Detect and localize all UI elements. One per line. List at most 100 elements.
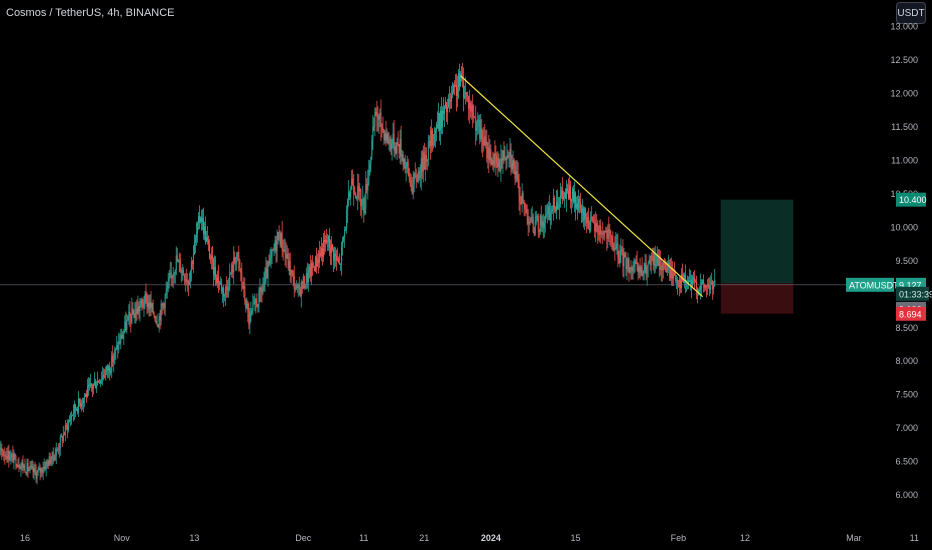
candle-body <box>700 284 702 290</box>
candle-body <box>583 207 585 221</box>
candle-body <box>358 185 360 192</box>
candle-body <box>191 261 193 265</box>
candle-body <box>139 306 141 312</box>
candle-body <box>678 278 680 287</box>
candle-body <box>626 266 628 270</box>
candle-body <box>104 376 106 378</box>
candle-body <box>616 243 618 245</box>
candle-body <box>369 163 371 170</box>
time-tick-label: 12 <box>740 533 750 543</box>
candle-body <box>546 213 548 215</box>
candle-body <box>164 294 166 308</box>
candle-body <box>630 267 632 269</box>
candle-body <box>451 94 453 102</box>
candle-body <box>6 455 8 460</box>
candle-body <box>551 208 553 212</box>
candle-body <box>473 116 475 118</box>
candle-body <box>488 147 490 161</box>
price-tick-label: 7.000 <box>895 423 918 433</box>
candle-body <box>245 300 247 309</box>
candle-body <box>573 189 575 203</box>
candle-body <box>399 139 401 154</box>
candle-body <box>36 472 38 479</box>
candle-body <box>612 243 614 251</box>
candle-body <box>514 165 516 179</box>
candle-body <box>707 284 709 287</box>
candle-body <box>238 252 240 260</box>
candle-body <box>277 232 279 240</box>
price-tick-label: 10.000 <box>890 222 918 232</box>
candle-body <box>30 466 32 468</box>
candle-body <box>463 80 465 98</box>
candle-body <box>132 308 134 315</box>
candle-body <box>354 193 356 195</box>
candle-body <box>423 152 425 170</box>
candle-body <box>56 449 58 451</box>
candle-body <box>2 451 4 456</box>
time-axis[interactable]: 16Nov13Dec1121202415Feb12Mar1121Apr <box>20 533 932 543</box>
candle-body <box>334 253 336 261</box>
drawings[interactable] <box>0 75 846 298</box>
candle-body <box>435 124 437 131</box>
candle-body <box>511 162 513 170</box>
candle-body <box>605 230 607 233</box>
candle-body <box>466 92 468 95</box>
candle-body <box>362 198 364 200</box>
candle-body <box>503 150 505 160</box>
candle-body <box>606 230 608 239</box>
candle-body <box>341 246 343 264</box>
candle-body <box>142 302 144 307</box>
candle-body <box>14 453 16 457</box>
candle-body <box>308 266 310 272</box>
candle-body <box>125 321 127 330</box>
candle-body <box>468 96 470 109</box>
candle-body <box>258 290 260 306</box>
candle-body <box>611 236 613 244</box>
candle-body <box>703 280 705 284</box>
candle-body <box>73 404 75 413</box>
candle-body <box>153 313 155 317</box>
candle-body <box>487 147 489 159</box>
candle-body <box>673 272 675 276</box>
candle-body <box>88 384 90 387</box>
candle-body <box>106 365 108 371</box>
candle-body <box>280 233 282 245</box>
candle-body <box>0 447 2 450</box>
candle-body <box>559 195 561 205</box>
candle-body <box>643 271 645 274</box>
candle-body <box>212 255 214 259</box>
candle-body <box>159 316 161 321</box>
candle-body <box>270 255 272 258</box>
candle-body <box>48 456 50 466</box>
candle-body <box>360 188 362 207</box>
candle-body <box>383 129 385 141</box>
candle-body <box>93 384 95 389</box>
candle-body <box>264 273 266 283</box>
candle-body <box>207 237 209 241</box>
candle-body <box>405 165 407 169</box>
candle-body <box>18 464 20 468</box>
candle-body <box>333 249 335 261</box>
candle-body <box>103 375 105 377</box>
candle-body <box>172 274 174 278</box>
candle-body <box>160 303 162 321</box>
candle-body <box>316 259 318 266</box>
candle-body <box>22 462 24 469</box>
candle-body <box>380 112 382 128</box>
price-axis[interactable]: 6.0006.5007.0007.5008.0008.5009.0009.500… <box>890 22 918 500</box>
candle-body <box>356 197 358 199</box>
candle-body <box>294 288 296 290</box>
candle-body <box>202 217 204 234</box>
candle-body <box>683 274 685 283</box>
candle-body <box>310 262 312 277</box>
candle-body <box>492 160 494 166</box>
position-zones[interactable] <box>720 199 794 314</box>
candle-body <box>100 379 102 384</box>
candle-body <box>133 314 135 318</box>
price-tick-label: 12.000 <box>890 89 918 99</box>
candle-body <box>675 280 677 282</box>
candle-body <box>143 305 145 307</box>
currency-button[interactable]: USDT <box>896 2 926 24</box>
candle-body <box>504 158 506 160</box>
